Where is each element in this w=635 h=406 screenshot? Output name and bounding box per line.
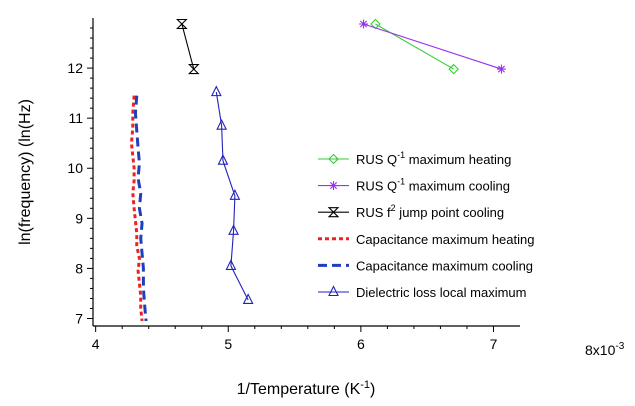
series-2 — [176, 18, 200, 75]
legend-label-text: Capacitance maximum heating — [356, 232, 534, 247]
y-tick-label: 10 — [67, 160, 83, 176]
legend-marker — [327, 207, 340, 218]
series-line — [215, 92, 249, 301]
y-axis-title: ln(frequency) (ln(Hz) — [17, 99, 34, 245]
y-tick-label: 8 — [75, 260, 83, 276]
legend-label-text: RUS Q — [356, 152, 397, 167]
legend-label-text: RUS Q — [356, 179, 397, 194]
y-tick-label: 9 — [75, 210, 83, 226]
series-line — [133, 95, 148, 322]
x-tick-label: 5 — [224, 336, 232, 352]
legend-label-sup: -1 — [397, 150, 405, 160]
legend-label: Dielectric loss local maximum — [356, 285, 526, 300]
series-line — [129, 95, 144, 322]
series-line — [363, 23, 502, 70]
legend-label-tail: maximum heating — [405, 152, 511, 167]
data-point — [496, 64, 506, 74]
x-axis-title: 1/Temperature (K-1) — [237, 379, 376, 398]
data-point — [359, 19, 369, 29]
legend-label: RUS Q-1 maximum heating — [356, 150, 511, 167]
x-axis-multiplier: 8x10-3 — [585, 341, 625, 358]
data-point — [210, 85, 222, 97]
data-point — [217, 154, 229, 165]
legend-label: RUS Q-1 maximum cooling — [356, 177, 510, 194]
legend-label-text: Dielectric loss local maximum — [356, 285, 526, 300]
data-point — [225, 259, 237, 270]
data-point — [216, 118, 228, 130]
y-tick-label: 12 — [67, 60, 83, 76]
series-layer — [129, 18, 506, 322]
data-point — [176, 18, 188, 30]
series-1 — [359, 19, 506, 74]
legend-label-tail: jump point cooling — [396, 205, 504, 220]
legend-marker — [328, 153, 339, 165]
legend-label: Capacitance maximum heating — [356, 232, 534, 247]
y-tick-label: 7 — [75, 310, 83, 326]
x-tick-label: 4 — [92, 336, 100, 352]
y-tick-label: 11 — [68, 110, 83, 126]
data-point — [370, 18, 381, 30]
x-tick-label: 6 — [357, 336, 365, 352]
legend-label-sup: 2 — [391, 203, 396, 213]
legend-label-sup: -1 — [397, 177, 405, 187]
data-point — [228, 224, 239, 235]
legend-label-text: Capacitance maximum cooling — [356, 258, 533, 273]
legend-marker — [329, 181, 338, 191]
legend-label-tail: maximum cooling — [405, 179, 510, 194]
series-0 — [370, 18, 459, 75]
x-tick-label: 7 — [490, 336, 498, 352]
legend-label: Capacitance maximum cooling — [356, 258, 533, 273]
series-line — [181, 23, 195, 70]
data-point — [187, 64, 200, 75]
legend-label: RUS f2 jump point cooling — [356, 203, 504, 220]
axis-ticks: 4 5 6 7 7 8 9 10 11 12 — [67, 27, 498, 352]
legend-label-text: RUS f — [356, 205, 391, 220]
data-point — [242, 293, 254, 305]
series-5 — [210, 85, 254, 305]
series-3 — [129, 95, 144, 322]
series-line — [375, 23, 454, 70]
data-point — [448, 63, 459, 75]
plot-frame — [92, 18, 520, 327]
series-4 — [133, 95, 148, 322]
legend-marker — [328, 285, 339, 297]
data-point — [229, 189, 241, 200]
